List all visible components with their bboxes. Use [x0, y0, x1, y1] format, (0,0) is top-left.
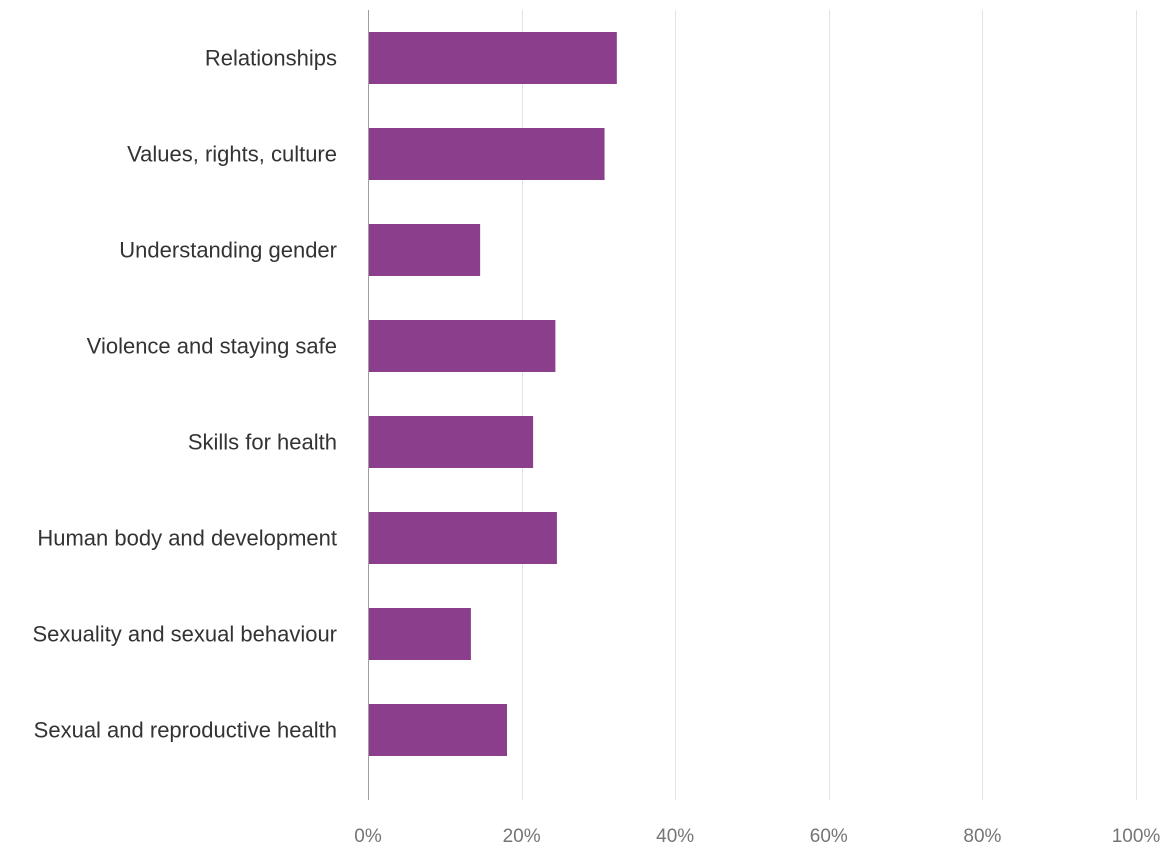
category-label-7: Sexual and reproductive health	[34, 718, 337, 743]
category-label-5: Human body and development	[37, 526, 337, 551]
category-label-6: Sexuality and sexual behaviour	[32, 622, 337, 647]
category-label-4: Skills for health	[188, 430, 337, 455]
x-tick-labels: 0% 20% 40% 60% 80% 100%	[354, 826, 1160, 847]
x-tick-label-1: 20%	[503, 826, 541, 847]
x-tick-label-5: 100%	[1112, 826, 1161, 847]
bar-1	[368, 128, 605, 180]
bars	[368, 32, 617, 756]
bar-4	[368, 416, 534, 468]
bar-5	[368, 512, 557, 564]
category-label-3: Violence and staying safe	[87, 334, 337, 359]
x-tick-label-3: 60%	[810, 826, 848, 847]
grid-lines	[522, 10, 1137, 800]
bar-0	[368, 32, 617, 84]
bar-6	[368, 608, 471, 660]
category-label-2: Understanding gender	[119, 238, 337, 263]
bar-7	[368, 704, 508, 756]
bar-2	[368, 224, 481, 276]
x-tick-label-0: 0%	[354, 826, 382, 847]
category-label-1: Values, rights, culture	[127, 142, 337, 167]
category-label-0: Relationships	[205, 46, 337, 71]
bar-3	[368, 320, 556, 372]
x-tick-label-2: 40%	[656, 826, 694, 847]
category-labels: Relationships Values, rights, culture Unde…	[32, 46, 337, 743]
x-tick-label-4: 80%	[963, 826, 1001, 847]
